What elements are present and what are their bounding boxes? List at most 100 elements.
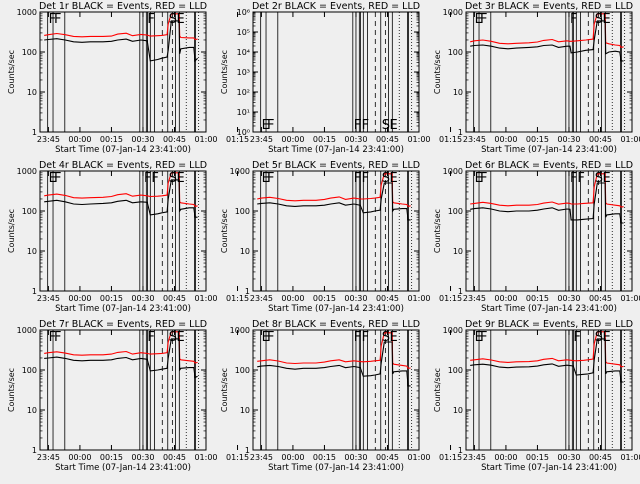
x-tick-label: 23:45 xyxy=(250,453,273,462)
y-axis-label: Counts/sec xyxy=(7,368,16,412)
marker-label: S xyxy=(595,330,603,345)
y-tick-label: 10 xyxy=(453,406,463,415)
y-tick-label: 10² xyxy=(237,88,250,97)
series-line-events xyxy=(44,179,198,218)
marker-label: F xyxy=(354,171,361,186)
y-axis-label: Counts/sec xyxy=(433,368,442,412)
series-line-events xyxy=(470,20,624,62)
y-tick-label: 1000 xyxy=(17,167,37,176)
y-tick-label: 10⁵ xyxy=(237,28,250,37)
y-tick-label: 100 xyxy=(448,366,463,375)
x-axis-label: Start Time (07-Jan-14 23:41:00) xyxy=(55,304,191,314)
x-tick-label: 00:00 xyxy=(494,135,517,144)
marker-label: S xyxy=(169,171,177,186)
marker-label: F xyxy=(573,330,580,345)
y-axis-label: Counts/sec xyxy=(7,50,16,94)
chart-title: Det 2r BLACK = Events, RED = LLD xyxy=(252,1,420,12)
x-tick-label: 00:30 xyxy=(131,453,154,462)
x-tick-label: 01:00 xyxy=(620,453,640,462)
x-tick-label: 01:15 xyxy=(226,453,249,462)
y-axis-label: Counts/sec xyxy=(220,209,229,253)
y-tick-label: 10 xyxy=(240,406,250,415)
x-tick-label: 00:30 xyxy=(131,135,154,144)
y-tick-label: 1000 xyxy=(443,167,463,176)
x-tick-label: 00:30 xyxy=(557,135,580,144)
marker-label: S xyxy=(382,118,390,133)
x-tick-label: 01:00 xyxy=(194,294,217,303)
x-tick-label: 01:15 xyxy=(439,135,462,144)
marker-label: F xyxy=(54,171,61,186)
marker-label: F xyxy=(147,12,154,27)
marker-label: F xyxy=(267,171,274,186)
chart-title: Det 3r BLACK = Events, RED = LLD xyxy=(465,1,633,12)
marker-label: S xyxy=(169,330,177,345)
y-tick-label: 1000 xyxy=(443,8,463,17)
x-tick-label: 00:30 xyxy=(557,453,580,462)
marker-label: F xyxy=(577,171,584,186)
marker-label: E xyxy=(475,330,483,345)
x-axis-label: Start Time (07-Jan-14 23:41:00) xyxy=(481,304,617,314)
x-tick-label: 01:00 xyxy=(194,135,217,144)
marker-label: F xyxy=(49,330,56,345)
series-line-events xyxy=(257,182,411,221)
x-tick-label: 00:00 xyxy=(281,453,304,462)
x-tick-label: 00:15 xyxy=(526,294,549,303)
marker-label: F xyxy=(54,12,61,27)
x-tick-label: 01:15 xyxy=(439,453,462,462)
x-tick-label: 00:15 xyxy=(313,135,336,144)
marker-label: F xyxy=(480,12,487,27)
chart-title: Det 6r BLACK = Events, RED = LLD xyxy=(465,160,633,171)
plot-frame xyxy=(465,170,633,292)
marker-label: E xyxy=(603,330,611,345)
marker-label: E xyxy=(262,171,270,186)
x-tick-label: 00:15 xyxy=(100,294,123,303)
y-tick-label: 10⁴ xyxy=(237,48,250,57)
y-tick-label: 10 xyxy=(27,406,37,415)
x-tick-label: 00:30 xyxy=(344,135,367,144)
marker-label: E xyxy=(390,118,398,133)
marker-label: E xyxy=(49,171,57,186)
y-tick-label: 1 xyxy=(32,446,37,455)
y-tick-label: 1000 xyxy=(230,326,250,335)
x-tick-label: 01:00 xyxy=(407,453,430,462)
y-tick-label: 1 xyxy=(458,128,463,137)
y-tick-label: 1 xyxy=(458,287,463,296)
x-tick-label: 01:00 xyxy=(620,135,640,144)
y-axis-label: Counts/sec xyxy=(433,209,442,253)
marker-label: F xyxy=(49,12,56,27)
marker-label: F xyxy=(267,118,274,133)
y-tick-label: 10 xyxy=(453,88,463,97)
series-line-lld xyxy=(44,331,198,364)
series-line-lld xyxy=(257,332,411,369)
y-tick-label: 100 xyxy=(22,207,37,216)
y-tick-label: 10 xyxy=(453,247,463,256)
y-tick-label: 10⁰ xyxy=(237,128,250,137)
x-axis-label: Start Time (07-Jan-14 23:41:00) xyxy=(481,145,617,155)
x-tick-label: 00:45 xyxy=(163,453,186,462)
marker-label: E xyxy=(475,171,483,186)
y-tick-label: 1 xyxy=(458,446,463,455)
x-tick-label: 01:00 xyxy=(407,294,430,303)
x-tick-label: 00:45 xyxy=(376,135,399,144)
y-axis-label: Counts/sec xyxy=(220,50,229,94)
chart-title: Det 9r BLACK = Events, RED = LLD xyxy=(465,319,633,330)
marker-label: F xyxy=(362,330,369,345)
x-tick-label: 23:45 xyxy=(463,135,486,144)
x-tick-label: 00:15 xyxy=(526,453,549,462)
x-tick-label: 00:45 xyxy=(376,453,399,462)
x-tick-label: 23:45 xyxy=(37,453,60,462)
marker-label: E xyxy=(603,171,611,186)
chart-title: Det 5r BLACK = Events, RED = LLD xyxy=(252,160,420,171)
y-tick-label: 1 xyxy=(32,287,37,296)
marker-label: F xyxy=(144,171,151,186)
x-tick-label: 01:00 xyxy=(407,135,430,144)
y-tick-label: 100 xyxy=(235,207,250,216)
x-tick-label: 00:45 xyxy=(589,294,612,303)
series-line-lld xyxy=(44,172,198,208)
x-tick-label: 00:00 xyxy=(68,453,91,462)
y-tick-label: 100 xyxy=(235,366,250,375)
